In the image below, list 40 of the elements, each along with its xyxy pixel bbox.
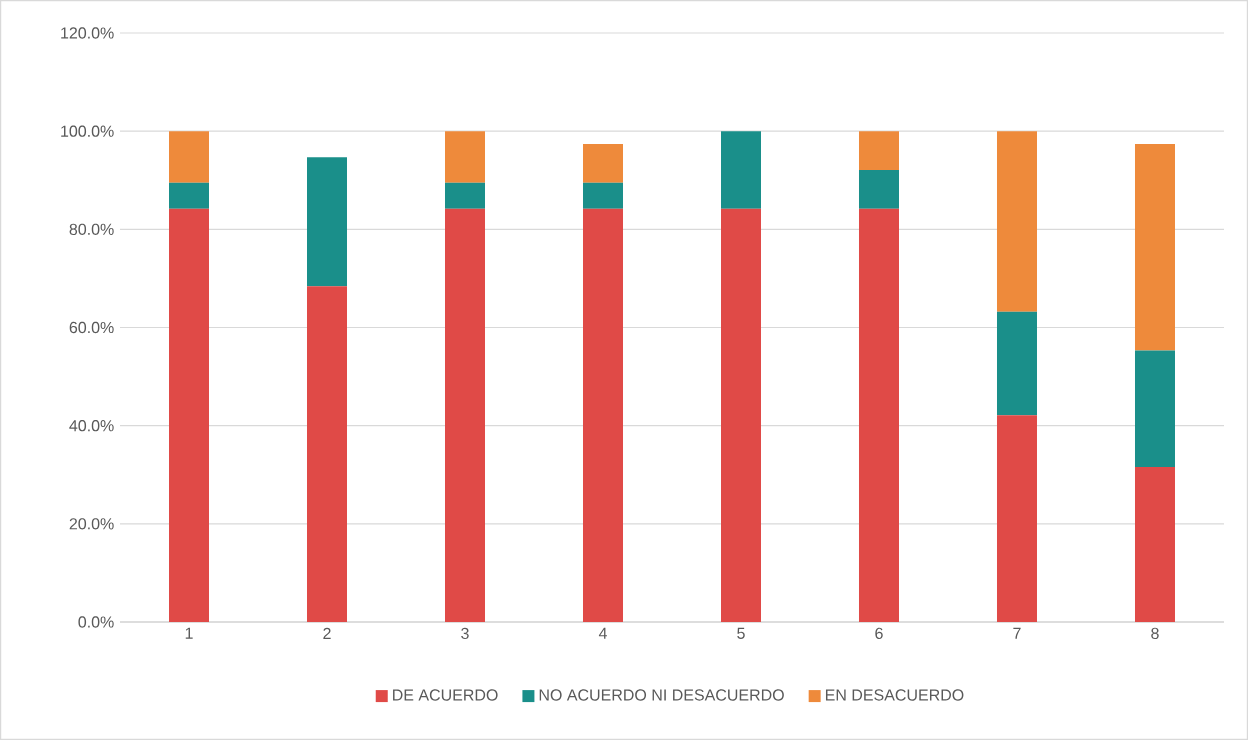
y-tick-label: 40.0% — [69, 420, 114, 432]
x-tick-label: 2 — [323, 627, 331, 639]
x-tick-label: 5 — [737, 627, 745, 639]
bar — [169, 131, 209, 183]
legend-label: NO ACUERDO NI DESACUERDO — [539, 689, 784, 701]
bar — [996, 131, 1037, 312]
x-tick-label: 8 — [1151, 627, 1159, 640]
bar — [859, 208, 899, 622]
bar — [859, 169, 899, 209]
bar — [307, 157, 347, 287]
bar — [721, 131, 761, 209]
bar — [445, 208, 485, 622]
bar — [583, 208, 623, 622]
legend-label: EN DESACUERDO — [825, 689, 964, 701]
y-tick-label: 60.0% — [69, 321, 114, 334]
bar — [1134, 350, 1175, 467]
bar — [445, 131, 485, 183]
y-tick-label: 100.0% — [61, 125, 114, 137]
y-tick-label: 80.0% — [69, 223, 114, 235]
bar — [307, 286, 347, 622]
x-tick-label: 7 — [1013, 627, 1021, 639]
bar — [1134, 143, 1175, 351]
bar — [859, 131, 899, 170]
y-tick-label: 0.0% — [78, 616, 114, 628]
x-tick-label: 3 — [461, 627, 469, 640]
bar — [169, 182, 209, 209]
x-tick-label: 4 — [598, 627, 607, 639]
bar — [169, 208, 209, 622]
bar — [583, 182, 623, 209]
bar — [996, 415, 1037, 622]
bar — [721, 208, 761, 622]
bar — [1134, 466, 1175, 622]
bar — [996, 311, 1037, 416]
y-tick-label: 120.0% — [61, 27, 114, 39]
legend-label: DE ACUERDO — [393, 689, 498, 701]
bar — [583, 143, 623, 183]
bar — [445, 182, 485, 209]
x-tick-label: 1 — [185, 627, 193, 639]
y-tick-label: 20.0% — [69, 518, 114, 530]
x-tick-label: 6 — [875, 627, 883, 640]
